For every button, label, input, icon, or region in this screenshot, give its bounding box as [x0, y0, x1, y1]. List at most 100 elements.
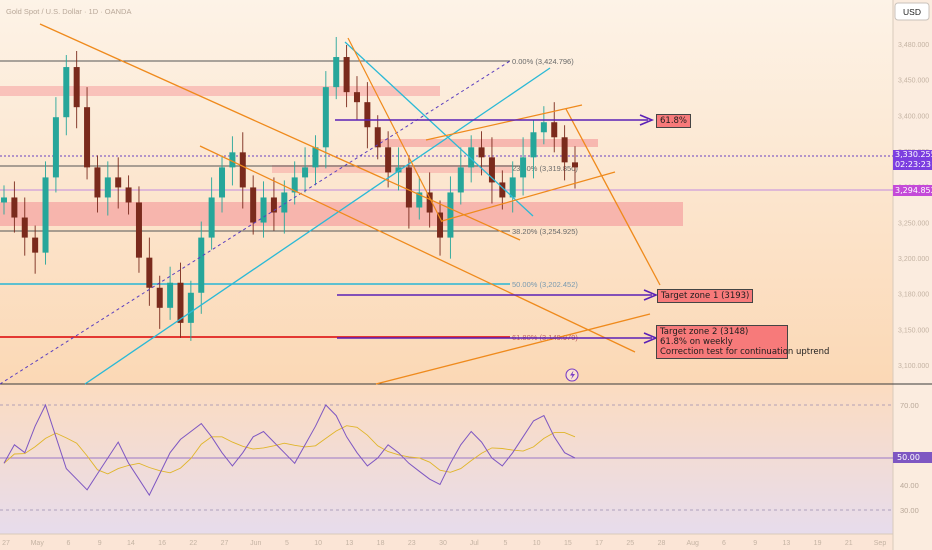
- orange-descending-trendline-upper[interactable]: [39, 23, 521, 241]
- candle-body: [499, 182, 506, 198]
- time-axis-tick: 13: [782, 540, 790, 547]
- rsi-label-30: 30.00: [900, 506, 919, 515]
- rsi-pane-background: [0, 384, 932, 534]
- target-zone-1-annotation[interactable]: Target zone 1 (3193): [657, 289, 754, 303]
- countdown-value: 02:23:23: [895, 160, 931, 169]
- candle-body: [167, 282, 174, 308]
- candle-body: [187, 292, 194, 323]
- candle-body: [530, 132, 537, 158]
- price-axis-tick: 3,150.000: [898, 327, 929, 334]
- candle-body: [509, 177, 516, 198]
- price-axis-tick: 3,250.000: [898, 220, 929, 227]
- support-zone-lower: [0, 202, 683, 226]
- candle-body: [250, 187, 257, 223]
- orange-descending-trendline-lower[interactable]: [199, 145, 636, 353]
- rsi-label-40: 40.00: [900, 481, 919, 490]
- fib-label-50: 50.00% (3,202.452): [512, 280, 578, 289]
- time-axis-tick: 13: [345, 540, 353, 547]
- target-zone-2-annotation[interactable]: Target zone 2 (3148) 61.8% on weekly Cor…: [656, 325, 830, 359]
- target-zone-2-line3: Correction test for continuation uptrend: [660, 347, 830, 357]
- arrow-618-zone[interactable]: [335, 114, 655, 126]
- time-axis-tick: 14: [127, 540, 135, 547]
- time-axis-tick: 6: [66, 540, 70, 547]
- resistance-zone-upper: [0, 86, 440, 96]
- candle-body: [270, 197, 277, 213]
- time-axis-tick: May: [31, 540, 45, 547]
- candle-body: [520, 157, 527, 178]
- time-axis-tick: Jul: [470, 540, 479, 547]
- candle-body: [488, 157, 495, 183]
- arrow-target-zone-1[interactable]: [337, 289, 659, 301]
- orange-wedge-upper[interactable]: [425, 104, 583, 141]
- candle-body: [353, 92, 360, 103]
- candle-body: [302, 167, 309, 178]
- time-axis-tick: 10: [533, 540, 541, 547]
- price-axis-tick: 3,200.000: [898, 256, 929, 263]
- candle-body: [239, 152, 246, 188]
- last-price-value: 3,330.255: [895, 150, 932, 159]
- time-axis-tick: 19: [814, 540, 822, 547]
- price-axis-tick: 3,450.000: [898, 78, 929, 85]
- candle-body: [260, 197, 267, 223]
- candle-body: [374, 127, 381, 148]
- time-axis-tick: 28: [658, 540, 666, 547]
- fib-label-0: 0.00% (3,424.796): [512, 57, 574, 66]
- candle-body: [115, 177, 122, 188]
- candle-body: [11, 197, 18, 218]
- rsi-label-70: 70.00: [900, 401, 919, 410]
- price-axis-tick: 3,480.000: [898, 42, 929, 49]
- candle-body: [364, 102, 371, 128]
- main-pane-background: [0, 0, 932, 384]
- dashed-trendline[interactable]: [0, 60, 511, 385]
- fib-618-annotation-text: 61.8%: [660, 116, 688, 126]
- orange-wedge-lower[interactable]: [441, 171, 616, 222]
- candlestick-series: [1, 36, 578, 341]
- time-axis-tick: 17: [595, 540, 603, 547]
- resistance-zone-mid: [378, 139, 598, 147]
- time-axis-tick: 6: [722, 540, 726, 547]
- candle-body: [73, 67, 80, 108]
- fib-618-annotation[interactable]: 61.8%: [656, 114, 692, 128]
- fib-label-382: 38.20% (3,254.925): [512, 227, 578, 236]
- candle-body: [63, 67, 70, 118]
- price-axis-tick: 3,100.000: [898, 363, 929, 370]
- currency-button[interactable]: [894, 2, 930, 21]
- candle-body: [426, 192, 433, 213]
- candle-body: [156, 287, 163, 308]
- orange-support-projection[interactable]: [375, 313, 651, 385]
- orange-projection-line[interactable]: [565, 108, 661, 286]
- candle-body: [52, 117, 59, 178]
- time-axis-tick: 15: [564, 540, 572, 547]
- candle-body: [125, 187, 132, 203]
- candle-body: [322, 87, 329, 148]
- symbol-header: Gold Spot / U.S. Dollar · 1D · OANDA: [6, 7, 131, 16]
- candle-body: [1, 197, 7, 203]
- candle-body: [343, 57, 350, 93]
- rsi-line: [3, 403, 576, 497]
- price-axis-tick: 3,400.000: [898, 113, 929, 120]
- time-axis-tick: Jun: [250, 540, 261, 547]
- target-zone-2-title: Target zone 2 (3148): [660, 327, 749, 337]
- lightning-alert-icon[interactable]: [565, 368, 579, 382]
- time-axis-tick: 9: [98, 540, 102, 547]
- cyan-descending-line[interactable]: [344, 41, 534, 217]
- time-axis-tick: 10: [314, 540, 322, 547]
- last-price-tag: 3,330.255 02:23:23: [893, 150, 932, 170]
- candle-body: [333, 57, 340, 88]
- candle-body: [208, 197, 215, 238]
- level-price-tag: 3,294.852: [893, 185, 932, 196]
- orange-impulse-line[interactable]: [347, 37, 443, 223]
- candle-body: [405, 167, 412, 208]
- candle-body: [561, 137, 568, 163]
- target-zone-1-text: Target zone 1 (3193): [661, 291, 750, 301]
- level-price-value: 3,294.852: [895, 186, 932, 195]
- candle-body: [229, 152, 236, 168]
- candle-body: [84, 107, 91, 168]
- candle-body: [478, 147, 485, 158]
- candle-body: [135, 202, 142, 258]
- candle-body: [32, 237, 39, 253]
- candle-body: [540, 122, 547, 133]
- candle-body: [42, 177, 49, 253]
